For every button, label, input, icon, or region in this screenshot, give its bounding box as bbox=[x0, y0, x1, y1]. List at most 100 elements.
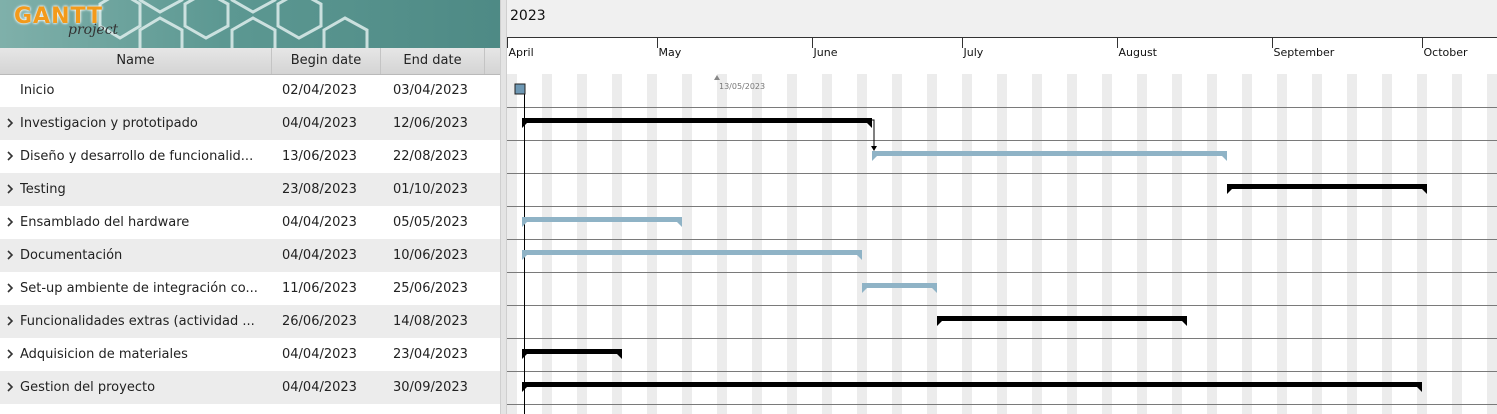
task-begin-date: 04/04/2023 bbox=[282, 116, 357, 131]
task-bar-right-cap bbox=[857, 255, 862, 260]
task-bar-right-cap bbox=[1422, 189, 1427, 194]
timeline-header-bg bbox=[507, 0, 1497, 37]
weekend-stripe bbox=[822, 74, 832, 414]
logo-sub-text: project bbox=[68, 22, 119, 38]
weekend-stripe bbox=[1102, 74, 1112, 414]
task-bar bbox=[522, 349, 622, 354]
weekend-stripe bbox=[752, 74, 762, 414]
table-row[interactable]: Testing 23/08/2023 01/10/2023 bbox=[0, 173, 500, 206]
chevron-right-icon[interactable] bbox=[4, 315, 16, 327]
task-name: Funcionalidades extras (actividad ... bbox=[20, 314, 255, 329]
weekend-stripe bbox=[1172, 74, 1182, 414]
task-begin-date: 13/06/2023 bbox=[282, 149, 357, 164]
task-bar-left-cap bbox=[522, 387, 527, 392]
task-begin-date: 26/06/2023 bbox=[282, 314, 357, 329]
task-bar-right-cap bbox=[932, 288, 937, 293]
table-row[interactable]: Set-up ambiente de integración co... 11/0… bbox=[0, 272, 500, 305]
chevron-right-icon[interactable] bbox=[4, 348, 16, 360]
task-name: Ensamblado del hardware bbox=[20, 215, 190, 230]
task-name: Adquisicion de materiales bbox=[20, 347, 188, 362]
task-begin-date: 11/06/2023 bbox=[282, 281, 357, 296]
task-bar bbox=[872, 151, 1227, 156]
month-label: June bbox=[813, 46, 838, 59]
task-bar-left-cap bbox=[1227, 189, 1232, 194]
chevron-right-icon[interactable] bbox=[4, 282, 16, 294]
task-name: Documentación bbox=[20, 248, 123, 263]
task-end-date: 10/06/2023 bbox=[393, 248, 468, 263]
month-label: August bbox=[1119, 46, 1158, 59]
task-bar bbox=[1227, 184, 1427, 189]
gantt-chart-area[interactable]: 2023 April May June July August September Octob… bbox=[507, 0, 1497, 414]
weekend-stripe bbox=[1242, 74, 1252, 414]
task-bar-left-cap bbox=[522, 255, 527, 260]
task-name: Investigacion y prototipado bbox=[20, 116, 198, 131]
gantt-chart-canvas: 2023 April May June July August September Octob… bbox=[507, 0, 1497, 414]
table-row[interactable]: Diseño y desarrollo de funcionalid... 13/… bbox=[0, 140, 500, 173]
weekend-stripe bbox=[1347, 74, 1357, 414]
weekend-stripe bbox=[997, 74, 1007, 414]
task-bar-left-cap bbox=[522, 222, 527, 227]
month-label: July bbox=[963, 46, 984, 59]
task-bar-left-cap bbox=[937, 321, 942, 326]
month-row-bg bbox=[507, 37, 1497, 74]
chevron-right-icon[interactable] bbox=[4, 381, 16, 393]
dependency-arrow-icon bbox=[871, 146, 877, 151]
weekend-stripe bbox=[1417, 74, 1427, 414]
task-begin-date: 04/04/2023 bbox=[282, 347, 357, 362]
month-label: April bbox=[509, 46, 534, 59]
weekend-stripe bbox=[577, 74, 587, 414]
task-bar bbox=[522, 250, 862, 255]
chevron-right-icon[interactable] bbox=[4, 183, 16, 195]
column-header-name[interactable]: Name bbox=[0, 48, 272, 74]
task-bar-right-cap bbox=[1182, 321, 1187, 326]
task-end-date: 05/05/2023 bbox=[393, 215, 468, 230]
task-table-panel: GANTT project Name Begin date End date I… bbox=[0, 0, 500, 414]
today-marker-label: 13/05/2023 bbox=[719, 82, 765, 91]
table-row[interactable]: Ensamblado del hardware 04/04/2023 05/05/2… bbox=[0, 206, 500, 239]
weekend-stripe bbox=[1207, 74, 1217, 414]
task-bar-right-cap bbox=[1222, 156, 1227, 161]
task-bar-left-cap bbox=[522, 354, 527, 359]
task-name: Testing bbox=[20, 182, 66, 197]
weekend-stripe bbox=[1382, 74, 1392, 414]
column-header-begin-date[interactable]: Begin date bbox=[272, 48, 381, 74]
chevron-right-icon[interactable] bbox=[4, 117, 16, 129]
table-row[interactable]: Adquisicion de materiales 04/04/2023 23/04… bbox=[0, 338, 500, 371]
task-end-date: 01/10/2023 bbox=[393, 182, 468, 197]
table-row[interactable]: Funcionalidades extras (actividad ... 26/… bbox=[0, 305, 500, 338]
weekend-stripe bbox=[1452, 74, 1462, 414]
task-bar bbox=[522, 118, 872, 123]
weekend-stripe bbox=[927, 74, 937, 414]
weekend-stripe bbox=[647, 74, 657, 414]
table-row[interactable]: Investigacion y prototipado 04/04/2023 12/… bbox=[0, 107, 500, 140]
task-end-date: 22/08/2023 bbox=[393, 149, 468, 164]
task-end-date: 30/09/2023 bbox=[393, 380, 468, 395]
task-bar-left-cap bbox=[522, 123, 527, 128]
task-begin-date: 02/04/2023 bbox=[282, 83, 357, 98]
panel-splitter[interactable] bbox=[500, 0, 507, 414]
task-bar-right-cap bbox=[867, 123, 872, 128]
weekend-stripe bbox=[1487, 74, 1497, 414]
weekend-stripe bbox=[1032, 74, 1042, 414]
task-end-date: 23/04/2023 bbox=[393, 347, 468, 362]
chevron-right-icon[interactable] bbox=[4, 150, 16, 162]
table-row[interactable]: Inicio 02/04/2023 03/04/2023 bbox=[0, 74, 500, 107]
weekend-stripe bbox=[962, 74, 972, 414]
chevron-right-icon[interactable] bbox=[4, 216, 16, 228]
weekend-stripe bbox=[892, 74, 902, 414]
table-row[interactable]: Gestion del proyecto 04/04/2023 30/09/2023 bbox=[0, 371, 500, 404]
today-marker-icon bbox=[714, 75, 720, 80]
month-label: May bbox=[659, 46, 682, 59]
logo-brand-text: GANTT bbox=[14, 4, 104, 29]
weekend-stripe bbox=[1137, 74, 1147, 414]
task-end-date: 03/04/2023 bbox=[393, 83, 468, 98]
chevron-right-icon[interactable] bbox=[4, 249, 16, 261]
weekend-stripe bbox=[507, 74, 517, 414]
column-header-end-date[interactable]: End date bbox=[381, 48, 485, 74]
task-end-date: 14/08/2023 bbox=[393, 314, 468, 329]
task-name: Gestion del proyecto bbox=[20, 380, 156, 395]
weekend-stripe bbox=[542, 74, 552, 414]
task-bar-right-cap bbox=[1417, 387, 1422, 392]
table-row[interactable]: Documentación 04/04/2023 10/06/2023 bbox=[0, 239, 500, 272]
weekend-stripe bbox=[1277, 74, 1287, 414]
